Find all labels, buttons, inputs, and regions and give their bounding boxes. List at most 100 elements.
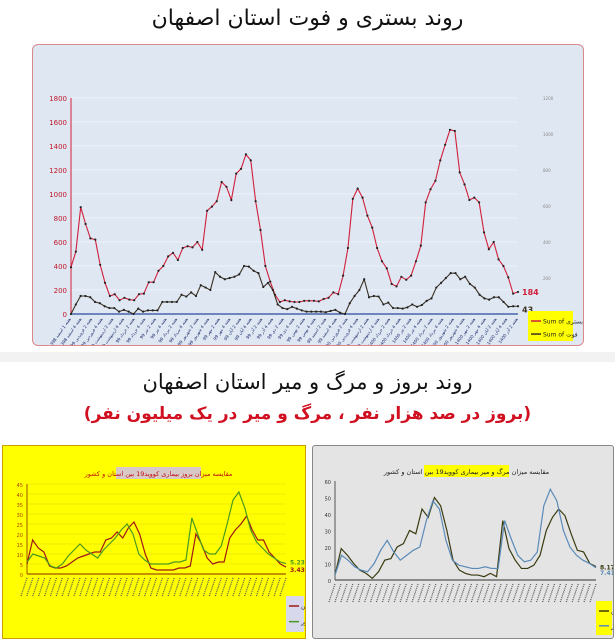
data-point	[103, 305, 106, 308]
data-point	[310, 310, 313, 313]
x-tick-label	[214, 577, 222, 597]
y-tick-label: 15	[17, 543, 23, 549]
data-point	[210, 205, 214, 208]
x-tick-label	[20, 577, 28, 597]
y-tick-label: 50	[325, 497, 331, 503]
data-point	[266, 281, 270, 284]
y-tick-label: 60	[325, 480, 331, 486]
data-point	[103, 281, 107, 284]
x-tick-label	[49, 577, 58, 597]
bottom-subtitle: (بروز در صد هزار نفر ، مرگ و میر در یک م…	[83, 404, 532, 424]
y-tick-label: 1800	[49, 95, 67, 103]
data-point	[454, 272, 457, 275]
data-point	[137, 307, 140, 310]
legend-box	[596, 601, 612, 635]
data-point	[435, 286, 438, 289]
x-tick-label	[506, 583, 514, 603]
data-point	[252, 269, 255, 272]
data-point	[230, 198, 233, 202]
data-point	[516, 290, 520, 294]
divider	[0, 352, 615, 362]
data-point	[324, 311, 327, 314]
x-tick-label	[120, 577, 128, 597]
data-point	[293, 300, 296, 304]
x-tick-label	[232, 577, 240, 597]
x-tick-label	[435, 583, 443, 603]
data-point	[117, 310, 121, 313]
data-point	[424, 201, 427, 204]
data-point	[300, 309, 303, 312]
top-title: روند بستری و فوت استان اصفهان	[151, 6, 464, 31]
data-point	[84, 294, 87, 298]
data-point	[254, 200, 257, 203]
data-point	[151, 309, 154, 312]
x-tick-label	[334, 583, 342, 603]
data-point	[84, 222, 87, 226]
data-point	[209, 288, 212, 292]
data-point	[382, 303, 385, 306]
data-point	[482, 231, 486, 234]
x-tick-label	[255, 577, 264, 597]
data-point	[239, 167, 243, 170]
data-point	[99, 263, 102, 266]
data-point	[196, 240, 199, 244]
y-tick-label: 800	[54, 215, 67, 223]
x-tick-label	[577, 583, 585, 603]
data-point	[372, 294, 375, 298]
data-point	[473, 286, 476, 289]
legend-label: کل کشور	[610, 623, 613, 630]
data-point	[69, 312, 73, 316]
data-point	[339, 311, 342, 314]
x-tick-label	[61, 577, 69, 597]
x-tick-label	[375, 583, 384, 603]
series-line-0	[26, 514, 287, 571]
x-tick-label	[358, 583, 366, 603]
x-tick-label	[108, 577, 116, 597]
x-tick-label	[96, 577, 105, 597]
series-line-1	[70, 265, 518, 315]
data-point	[367, 296, 371, 299]
data-point	[502, 300, 505, 304]
data-point	[137, 293, 141, 296]
data-point	[152, 281, 155, 284]
y-tick-label: 30	[325, 530, 331, 536]
x-tick-label	[328, 583, 336, 603]
data-point	[190, 291, 193, 294]
x-tick-label	[149, 577, 158, 597]
data-point	[69, 266, 73, 269]
y-tick-label: 20	[17, 533, 23, 539]
y2-tick-label: 1200	[543, 96, 554, 101]
data-point	[201, 248, 204, 251]
chart-title-box	[116, 467, 201, 479]
x-tick-label	[547, 583, 556, 603]
y-tick-label: 0	[63, 311, 67, 319]
x-tick-label	[85, 577, 93, 597]
series-line-1	[334, 487, 597, 576]
x-tick-label	[161, 577, 169, 597]
end-value-label: 3.43	[290, 567, 305, 574]
x-tick-label	[488, 583, 496, 603]
x-tick-label	[411, 583, 419, 603]
x-tick-label	[500, 583, 508, 603]
data-point	[516, 305, 520, 308]
chart-svg: مقایسه میزان بروز بیماری کووید19 بین است…	[17, 467, 305, 632]
x-tick-label	[73, 577, 81, 597]
data-point	[271, 288, 274, 292]
x-tick-label	[464, 583, 473, 603]
x-tick-label	[167, 577, 175, 597]
x-tick-label	[452, 583, 461, 603]
legend-label: اصفهان	[611, 609, 613, 616]
y2-tick-label: 1000	[543, 132, 554, 137]
data-point	[286, 308, 289, 311]
data-point	[348, 302, 351, 305]
data-point	[288, 300, 291, 303]
data-point	[180, 293, 183, 296]
data-point	[113, 306, 116, 310]
x-tick-label	[589, 583, 597, 603]
data-point	[478, 293, 481, 296]
end-value-label: 5.23	[290, 560, 305, 567]
chart-title-box	[424, 465, 509, 477]
data-point	[358, 288, 361, 292]
data-point	[329, 309, 332, 313]
data-point	[223, 278, 226, 281]
